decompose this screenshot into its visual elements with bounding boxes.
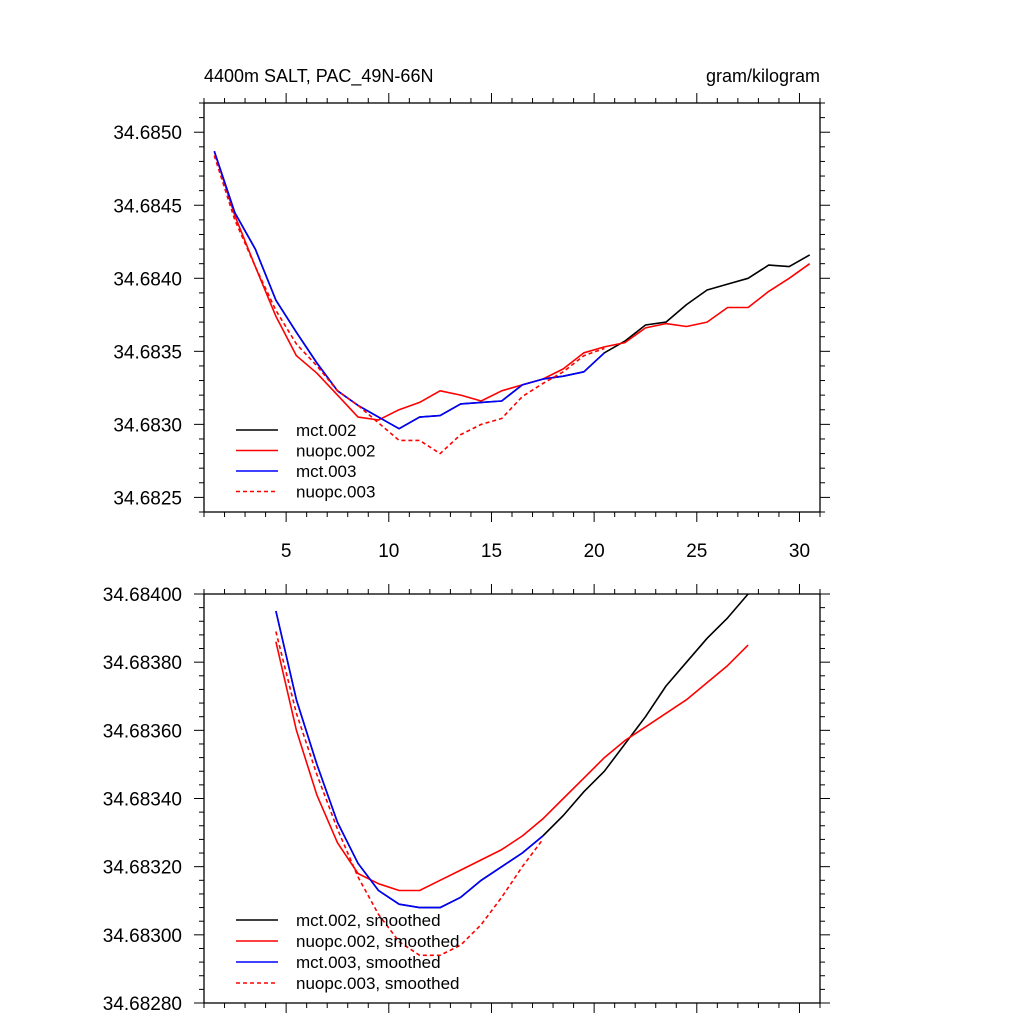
x-tick-label: 5: [281, 541, 292, 562]
panel-bottom: 34.68280 34.68300 34.68320 34.68340 34.68360…: [103, 584, 830, 1015]
legend-label: nuopc.003, smoothed: [296, 974, 460, 993]
x-tick-label: 30: [789, 541, 810, 562]
legend-label: mct.003, smoothed: [296, 953, 441, 972]
series-line-2: [213, 150, 811, 421]
units-label: gram/kilogram: [706, 66, 820, 86]
series-line-3: [275, 610, 544, 909]
y-tick-label: 34.6825: [113, 488, 182, 509]
series-line-3: [213, 150, 605, 430]
y-tick-label: 34.68280: [103, 994, 182, 1015]
y-tick-label: 34.6850: [113, 123, 182, 144]
legend-label: nuopc.002, smoothed: [296, 932, 460, 951]
x-tick-label: 15: [481, 541, 502, 562]
legend-label: mct.003: [296, 462, 356, 481]
y-tick-label: 34.6830: [113, 415, 182, 436]
legend-label: mct.002: [296, 421, 356, 440]
y-tick-label: 34.68340: [103, 790, 182, 811]
legend-label: mct.002, smoothed: [296, 911, 441, 930]
series-line-2: [275, 641, 749, 892]
series-line-4: [213, 155, 605, 455]
y-tick-label: 34.6835: [113, 342, 182, 363]
chart-title: 4400m SALT, PAC_49N-66N: [204, 66, 433, 87]
x-tick-label: 10: [378, 541, 399, 562]
y-tick-label: 34.68360: [103, 721, 182, 742]
y-tick-label: 34.6845: [113, 196, 182, 217]
panel-top: 4400m SALT, PAC_49N-66N gram/kilogram 5 1…: [113, 66, 830, 562]
legend-label: nuopc.002: [296, 442, 375, 461]
y-tick-label: 34.6840: [113, 269, 182, 290]
x-tick-label: 25: [686, 541, 707, 562]
y-tick-label: 34.68300: [103, 926, 182, 947]
y-tick-label: 34.68380: [103, 653, 182, 674]
legend-label: nuopc.003: [296, 483, 375, 502]
y-tick-label: 34.68400: [103, 585, 182, 606]
x-tick-label: 20: [584, 541, 605, 562]
y-tick-label: 34.68320: [103, 858, 182, 879]
